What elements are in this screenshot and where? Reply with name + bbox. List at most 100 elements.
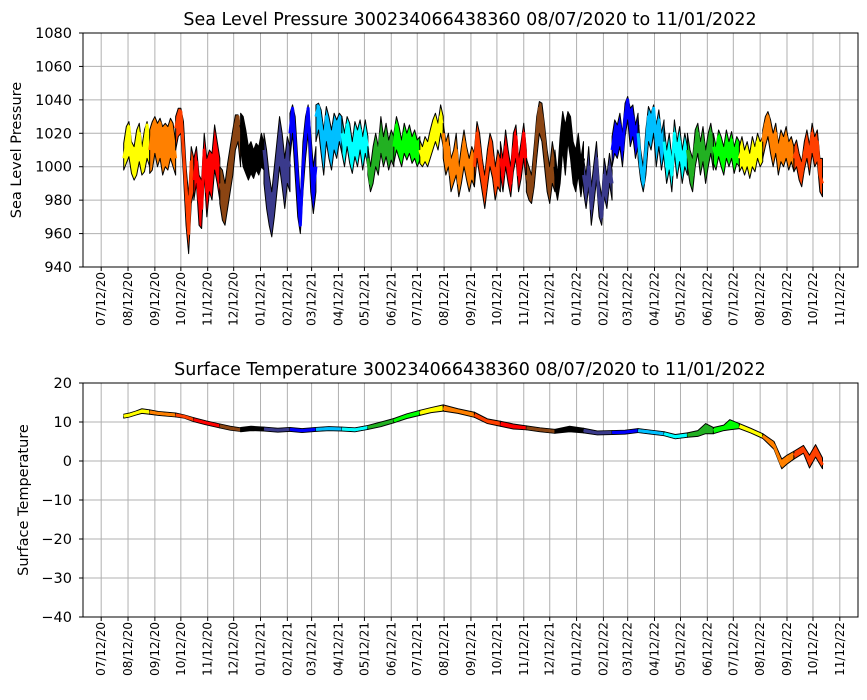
temperature-x-tick-label: 11/12/22 [833, 622, 847, 676]
pressure-series-18 [582, 141, 614, 226]
pressure-x-tick-label: 02/12/22 [596, 272, 610, 326]
temperature-x-tick-label: 11/12/20 [201, 622, 215, 676]
temperature-x-tick-label: 10/12/22 [806, 622, 820, 676]
pressure-series-2 [174, 107, 196, 255]
temperature-series-7 [289, 426, 317, 434]
temperature-series-13 [442, 404, 475, 418]
temperature-x-tick-label: 08/12/22 [753, 622, 767, 676]
pressure-series-line [262, 135, 292, 219]
pressure-x-tick-label: 07/12/21 [410, 272, 424, 326]
pressure-series-line [392, 123, 422, 155]
pressure-x-tick-label: 11/12/20 [201, 272, 215, 326]
pressure-series-line [288, 106, 318, 227]
pressure-x-tick-label: 04/12/21 [331, 272, 345, 326]
pressure-y-tick-label: 960 [44, 227, 72, 243]
pressure-x-tick-label: 10/12/20 [174, 272, 188, 326]
pressure-series-band [442, 122, 475, 198]
temperature-series-10 [367, 417, 395, 430]
temperature-y-tick-label: −30 [41, 571, 72, 587]
temperature-y-axis-label: Surface Temperature [16, 424, 32, 576]
pressure-x-tick-label: 10/12/21 [490, 272, 504, 326]
pressure-series-group [122, 96, 824, 255]
pressure-series-13 [441, 122, 476, 198]
temperature-series-11 [393, 409, 421, 424]
temperature-x-tick-label: 10/12/21 [490, 622, 504, 676]
temperature-series-line [442, 406, 475, 417]
temperature-series-12 [419, 404, 444, 416]
temperature-series-line [583, 429, 613, 435]
temperature-series-line [738, 424, 764, 438]
pressure-series-band [367, 116, 395, 193]
temperature-series-line [240, 426, 265, 432]
pressure-x-tick-label: 01/12/21 [254, 272, 268, 326]
pressure-x-tick-label: 03/12/21 [305, 272, 319, 326]
temperature-y-tick-label: 20 [54, 376, 72, 392]
pressure-series-12 [418, 104, 445, 168]
pressure-x-tick-label: 10/12/22 [806, 272, 820, 326]
pressure-x-tick-label: 12/12/21 [543, 272, 557, 326]
pressure-series-6 [262, 116, 292, 238]
pressure-series-26 [792, 122, 824, 198]
pressure-series-4 [218, 114, 243, 226]
temperature-chart-title: Surface Temperature 300234066438360 08/0… [174, 360, 766, 380]
temperature-y-tick-label: 10 [54, 415, 72, 431]
temperature-x-tick-label: 12/12/21 [543, 622, 557, 676]
pressure-panel: Sea Level Pressure 300234066438360 08/07… [9, 10, 859, 326]
pressure-series-9 [340, 116, 370, 174]
temperature-series-line [149, 410, 176, 417]
pressure-series-line [472, 131, 502, 194]
pressure-x-tick-label: 05/12/22 [673, 272, 687, 326]
pressure-series-line [524, 106, 557, 194]
temperature-x-tick-label: 04/12/22 [648, 622, 662, 676]
temperature-x-tick-label: 04/12/21 [331, 622, 345, 676]
temperature-series-24 [738, 423, 764, 439]
pressure-series-band [793, 122, 823, 198]
pressure-x-tick-label: 12/12/20 [227, 272, 241, 326]
temperature-y-tick-label: 0 [63, 454, 72, 470]
pressure-series-19 [610, 96, 640, 168]
temperature-x-tick-label: 09/12/21 [464, 622, 478, 676]
pressure-x-tick-label: 07/12/22 [726, 272, 740, 326]
temperature-series-group [123, 404, 824, 470]
temperature-x-tick-label: 11/12/21 [517, 622, 531, 676]
pressure-x-tick-label: 08/12/22 [753, 272, 767, 326]
temperature-x-tick-label: 09/12/22 [780, 622, 794, 676]
pressure-series-10 [366, 116, 396, 193]
temperature-series-line [193, 418, 221, 428]
pressure-x-tick-label: 11/12/21 [517, 272, 531, 326]
temperature-series-line [473, 413, 501, 426]
pressure-series-23 [711, 129, 741, 176]
temperature-series-8 [315, 426, 343, 432]
pressure-y-axis-label: Sea Level Pressure [9, 82, 25, 218]
pressure-series-15 [498, 122, 528, 198]
temperature-y-tick-label: −40 [41, 610, 72, 626]
pressure-x-ticks: 07/12/20 08/12/20 09/12/20 10/12/20 11/12/20… [94, 267, 847, 326]
temperature-x-tick-label: 07/12/21 [410, 622, 424, 676]
temperature-x-tick-label: 01/12/21 [254, 622, 268, 676]
temperature-x-tick-label: 02/12/22 [596, 622, 610, 676]
pressure-x-tick-label: 06/12/21 [384, 272, 398, 326]
temperature-series-line [263, 427, 291, 432]
pressure-x-tick-label: 11/12/22 [833, 272, 847, 326]
pressure-series-line [761, 115, 796, 160]
temperature-series-21 [663, 431, 688, 440]
pressure-series-line [418, 115, 445, 160]
temperature-series-line [687, 426, 714, 437]
temperature-series-line [761, 434, 795, 467]
pressure-series-line [711, 135, 741, 164]
pressure-x-tick-label: 09/12/21 [464, 272, 478, 326]
temperature-series-line [793, 447, 824, 466]
pressure-series-line [498, 131, 528, 185]
pressure-series-1 [148, 116, 178, 176]
pressure-series-line [174, 110, 196, 236]
pressure-series-line [218, 115, 243, 210]
temperature-series-6 [263, 426, 291, 433]
pressure-chart-title: Sea Level Pressure 300234066438360 08/07… [183, 10, 756, 30]
pressure-series-11 [392, 116, 422, 168]
pressure-series-16 [524, 101, 557, 204]
pressure-series-3 [192, 124, 222, 230]
temperature-series-line [663, 432, 688, 439]
temperature-x-tick-label: 07/12/20 [94, 622, 108, 676]
temperature-y-tick-label: −20 [41, 532, 72, 548]
pressure-series-25 [761, 111, 796, 176]
